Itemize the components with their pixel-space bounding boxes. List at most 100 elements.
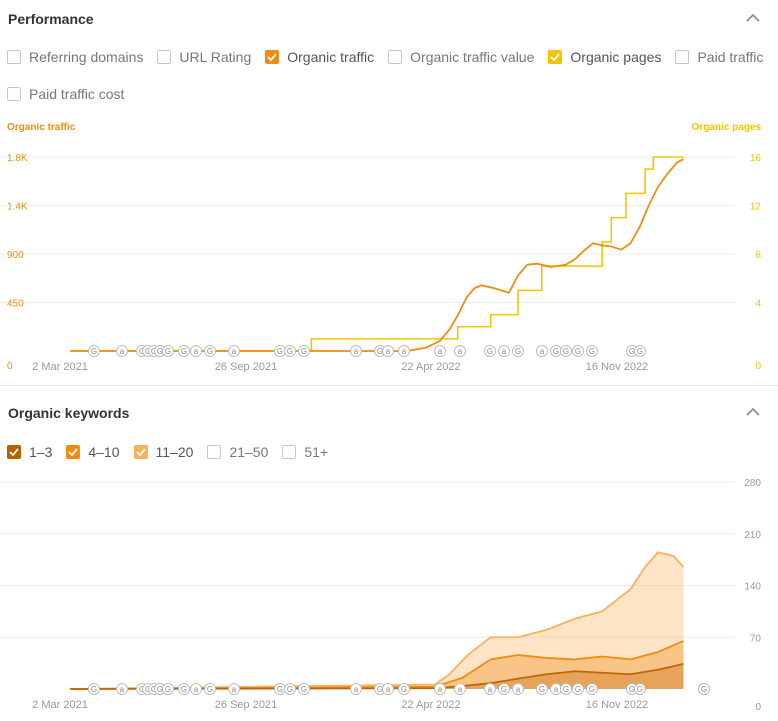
annotation-letter: a [120, 347, 125, 356]
annotation-circle [116, 345, 128, 357]
checkbox-paid-traffic-cost[interactable]: Paid traffic cost [7, 86, 124, 102]
x-tick-label: 26 Sep 2021 [215, 699, 277, 711]
annotation-marker: a [498, 345, 510, 357]
collapse-performance-icon[interactable] [746, 13, 760, 23]
checkbox-organic-pages[interactable]: Organic pages [548, 49, 661, 65]
checkbox-organic-traffic[interactable]: Organic traffic [265, 49, 374, 65]
annotation-marker: G [298, 345, 310, 357]
annotation-letter: G [91, 347, 97, 356]
annotation-circle [228, 683, 240, 695]
annotation-circle [572, 683, 584, 695]
annotation-marker: G [572, 683, 584, 695]
annotation-marker: a [512, 683, 524, 695]
x-tick-label: 26 Sep 2021 [215, 361, 277, 373]
annotation-circle [228, 345, 240, 357]
annotation-letter: a [502, 347, 507, 356]
y-right-tick-label: 8 [755, 250, 761, 261]
organic-keywords-section: Organic keywords 1–3 4–10 11–20 21–50 51… [0, 387, 778, 721]
x-tick-label: 2 Mar 2021 [32, 361, 88, 373]
annotation-letter: G [629, 685, 635, 694]
annotation-circle [350, 345, 362, 357]
annotation-marker: G [274, 683, 286, 695]
checkbox-pos-21-50[interactable]: 21–50 [207, 444, 268, 460]
annotation-letter: G [277, 685, 283, 694]
checkbox-label: Organic pages [570, 49, 662, 65]
annotation-letter: a [120, 685, 125, 694]
annotation-letter: a [488, 685, 493, 694]
annotation-letter: G [277, 347, 283, 356]
y-right-tick-label: 12 [750, 202, 762, 213]
annotation-circle [178, 683, 190, 695]
organic-keywords-title: Organic keywords [8, 405, 130, 421]
annotation-letter: a [354, 347, 359, 356]
checkbox-label: Referring domains [29, 49, 144, 65]
y-left-tick-label: 450 [7, 299, 24, 310]
annotation-letter: G [637, 347, 643, 356]
annotation-letter: G [181, 347, 187, 356]
y-right-tick-label: 4 [755, 299, 761, 310]
annotation-marker: a [536, 345, 548, 357]
annotation-marker: G [162, 345, 174, 357]
keywords-line-1–3 [70, 662, 684, 690]
checkbox-pos-1-3[interactable]: 1–3 [7, 444, 52, 460]
checkbox-label: Paid traffic cost [29, 86, 125, 102]
keywords-area-11–20 [70, 552, 684, 689]
checkbox-label: 11–20 [155, 444, 194, 460]
annotation-letter: G [487, 347, 493, 356]
annotation-letter: G [563, 685, 569, 694]
checkbox-label: 21–50 [229, 444, 269, 460]
annotation-letter: a [194, 347, 199, 356]
annotation-letter: G [575, 685, 581, 694]
annotation-circle [204, 683, 216, 695]
checkbox-pos-51-plus[interactable]: 51+ [282, 444, 328, 460]
annotation-marker: G [274, 345, 286, 357]
annotation-circle [536, 683, 548, 695]
y-left-tick-label: 1.4K [7, 202, 28, 213]
annotation-circle [88, 345, 100, 357]
annotation-letter: a [458, 685, 463, 694]
checkbox-paid-traffic[interactable]: Paid traffic [675, 49, 763, 65]
annotation-circle [498, 345, 510, 357]
annotation-marker: G [204, 345, 216, 357]
annotation-marker: G [634, 345, 646, 357]
annotation-marker: a [350, 345, 362, 357]
performance-metric-row-1: Referring domains URL Rating Organic tra… [7, 49, 777, 65]
annotation-circle [634, 683, 646, 695]
annotation-letter: G [575, 347, 581, 356]
annotation-marker: a [228, 345, 240, 357]
annotation-marker: G [178, 345, 190, 357]
annotation-letter: G [377, 685, 383, 694]
annotation-letter: G [139, 347, 145, 356]
checkbox-label: Organic traffic value [410, 49, 535, 65]
checkbox-pos-4-10[interactable]: 4–10 [66, 444, 120, 460]
annotation-marker: G [162, 683, 174, 695]
annotation-letter: G [553, 347, 559, 356]
x-tick-label: 2 Mar 2021 [32, 699, 88, 711]
annotation-circle [162, 683, 174, 695]
collapse-keywords-icon[interactable] [746, 407, 760, 417]
annotation-letter: G [157, 685, 163, 694]
annotation-letter: G [207, 347, 213, 356]
checkbox-label: 4–10 [88, 444, 120, 460]
annotation-marker: G [284, 683, 296, 695]
checkbox-url-rating[interactable]: URL Rating [157, 49, 251, 65]
checkbox-referring-domains[interactable]: Referring domains [7, 49, 143, 65]
annotation-marker: a [454, 345, 466, 357]
annotation-circle [484, 345, 496, 357]
annotation-circle [586, 345, 598, 357]
annotation-circle [536, 345, 548, 357]
annotation-letter: G [91, 685, 97, 694]
annotation-letter: a [232, 347, 237, 356]
performance-metric-row-2: Paid traffic cost [7, 86, 138, 102]
checkbox-pos-11-20[interactable]: 11–20 [133, 444, 194, 460]
annotation-marker: a [190, 683, 202, 695]
annotation-letter: G [287, 685, 293, 694]
checkbox-organic-traffic-value[interactable]: Organic traffic value [388, 49, 534, 65]
checkbox-label: 1–3 [29, 444, 53, 460]
y-left-tick-label: 0 [7, 361, 13, 372]
annotation-letter: G [165, 347, 171, 356]
annotation-circle [382, 345, 394, 357]
annotation-letter: G [589, 685, 595, 694]
checkbox-label: URL Rating [179, 49, 252, 65]
